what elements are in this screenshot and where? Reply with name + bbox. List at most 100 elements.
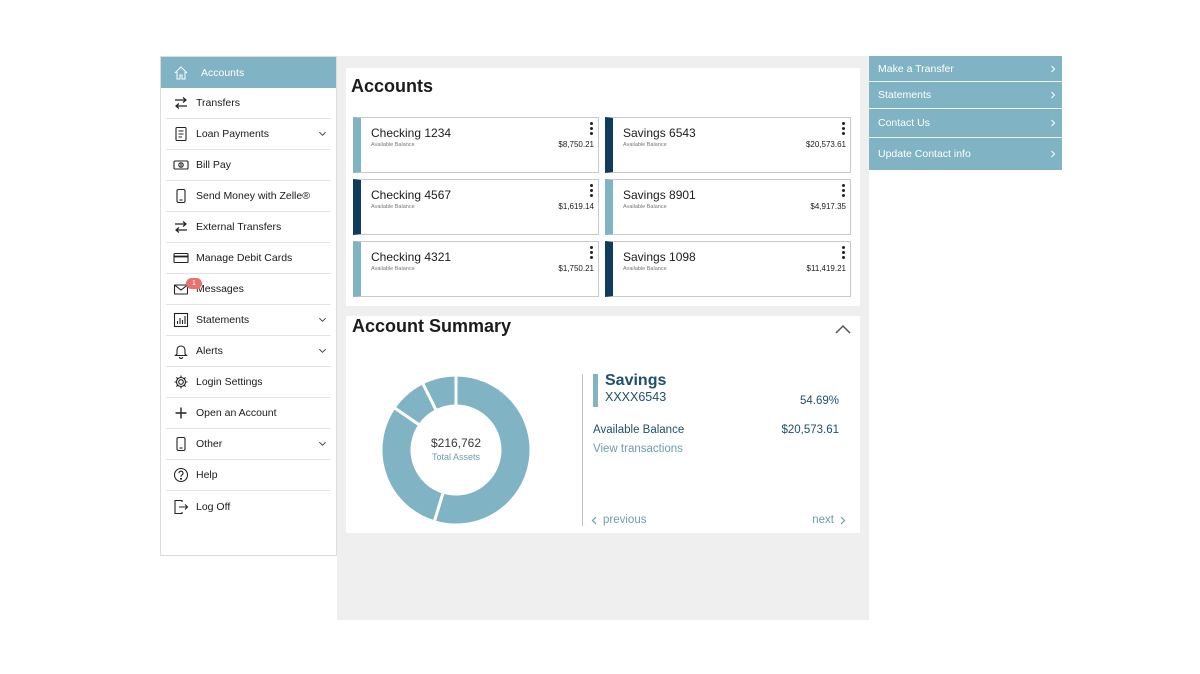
chevron-up-icon[interactable]	[834, 322, 852, 336]
sidebar-item-open-account[interactable]: Open an Account	[166, 398, 331, 429]
accounts-panel: Accounts Checking 1234 Available Balance…	[346, 68, 860, 306]
sidebar-item-alerts[interactable]: Alerts	[166, 336, 331, 367]
main-content: Accounts Checking 1234 Available Balance…	[337, 56, 869, 620]
account-name: Savings 8901	[623, 188, 696, 202]
selected-account-number: XXXX6543	[605, 390, 667, 404]
sidebar-item-log-off[interactable]: Log Off	[166, 491, 331, 522]
sidebar-item-accounts[interactable]: Accounts	[161, 57, 336, 88]
sidebar-item-other[interactable]: Other	[166, 429, 331, 460]
make-transfer-link[interactable]: Make a Transfer	[869, 56, 1062, 82]
envelope-icon	[166, 281, 196, 297]
account-card-savings-1098[interactable]: Savings 1098 Available Balance $11,419.2…	[605, 241, 851, 297]
question-icon	[166, 467, 196, 483]
quick-link-label: Statements	[878, 89, 932, 101]
account-card-checking-4321[interactable]: Checking 4321 Available Balance $1,750.2…	[353, 241, 599, 297]
sidebar-item-label: External Transfers	[196, 221, 282, 233]
sidebar-item-label: Login Settings	[196, 376, 263, 388]
chevron-right-icon	[1051, 150, 1056, 158]
account-name: Savings 6543	[623, 126, 696, 140]
assets-donut-chart	[379, 373, 533, 527]
chevron-down-icon[interactable]	[318, 439, 327, 448]
account-balance: $1,750.21	[558, 264, 594, 273]
sidebar-item-label: Bill Pay	[196, 159, 232, 171]
account-color-marker	[593, 374, 598, 407]
account-card-checking-1234[interactable]: Checking 1234 Available Balance $8,750.2…	[353, 117, 599, 173]
quick-link-label: Contact Us	[878, 117, 930, 129]
sidebar-item-label: Help	[196, 469, 218, 481]
sidebar-item-bill-pay[interactable]: Bill Pay	[166, 150, 331, 181]
sidebar-item-transfers[interactable]: Transfers	[166, 88, 331, 119]
document-icon	[166, 126, 196, 142]
phone-icon	[166, 188, 196, 204]
more-options-icon[interactable]	[840, 246, 846, 262]
next-button[interactable]: next	[812, 514, 846, 526]
account-card-checking-4567[interactable]: Checking 4567 Available Balance $1,619.1…	[353, 179, 599, 235]
donut-slice[interactable]	[379, 405, 446, 524]
home-icon	[161, 65, 201, 81]
more-options-icon[interactable]	[840, 184, 846, 200]
view-transactions-link[interactable]: View transactions	[593, 443, 683, 455]
total-assets-value: $216,762	[430, 436, 482, 450]
sidebar-item-statements[interactable]: Statements	[166, 305, 331, 336]
sidebar-item-send-money-zelle[interactable]: Send Money with Zelle®	[166, 181, 331, 212]
chevron-down-icon[interactable]	[318, 346, 327, 355]
unread-count-badge: 1	[186, 278, 202, 289]
bell-icon	[166, 343, 196, 359]
total-assets-label: Total Assets	[431, 452, 481, 462]
statements-link[interactable]: Statements	[869, 82, 1062, 109]
more-options-icon[interactable]	[588, 184, 594, 200]
credit-card-icon	[166, 250, 196, 266]
donut-slice[interactable]	[432, 373, 533, 527]
sidebar-nav: Accounts Transfers Loan Payments Bill Pa…	[160, 56, 337, 556]
account-name: Checking 4567	[371, 188, 452, 202]
account-name: Checking 4321	[371, 250, 452, 264]
chevron-down-icon[interactable]	[318, 315, 327, 324]
account-name: Savings 1098	[623, 250, 696, 264]
account-balance-label: Available Balance	[623, 266, 667, 272]
phone-icon	[166, 436, 196, 452]
account-balance-label: Available Balance	[371, 142, 415, 148]
next-label: next	[812, 514, 834, 526]
account-balance: $8,750.21	[558, 140, 594, 149]
chevron-right-icon	[1051, 65, 1056, 72]
more-options-icon[interactable]	[840, 122, 846, 138]
section-title: Account Summary	[352, 316, 512, 336]
sidebar-item-manage-debit-cards[interactable]: Manage Debit Cards	[166, 243, 331, 274]
account-name: Checking 1234	[371, 126, 452, 140]
account-balance-label: Available Balance	[623, 142, 667, 148]
sidebar-item-label: Accounts	[201, 66, 245, 79]
sidebar-item-loan-payments[interactable]: Loan Payments	[166, 119, 331, 150]
sidebar-item-login-settings[interactable]: Login Settings	[166, 367, 331, 398]
available-balance-value: $20,573.61	[781, 424, 839, 436]
available-balance-label: Available Balance	[593, 424, 685, 436]
sidebar-item-label: Other	[196, 438, 223, 450]
sidebar-item-help[interactable]: Help	[166, 460, 331, 491]
sidebar-item-label: Send Money with Zelle®	[196, 190, 310, 202]
sidebar-item-messages[interactable]: 1 Messages	[166, 274, 331, 305]
selected-account-name: Savings	[605, 372, 667, 389]
more-options-icon[interactable]	[588, 246, 594, 262]
sidebar-item-label: Log Off	[196, 500, 231, 513]
chevron-right-icon	[1051, 119, 1056, 127]
update-contact-info-link[interactable]: Update Contact info	[869, 138, 1062, 170]
account-balance-label: Available Balance	[371, 204, 415, 210]
selected-account-percent: 54.69%	[799, 395, 839, 407]
previous-button[interactable]: previous	[591, 514, 646, 526]
chevron-down-icon[interactable]	[318, 129, 327, 138]
contact-us-link[interactable]: Contact Us	[869, 109, 1062, 138]
transfer-arrows-icon	[166, 95, 196, 111]
account-balance-label: Available Balance	[371, 266, 415, 272]
divider	[582, 374, 583, 526]
account-balance: $11,419.21	[806, 264, 846, 273]
logout-icon	[166, 499, 196, 515]
account-card-savings-6543[interactable]: Savings 6543 Available Balance $20,573.6…	[605, 117, 851, 173]
account-balance-label: Available Balance	[623, 204, 667, 210]
gear-icon	[166, 374, 196, 390]
account-card-savings-8901[interactable]: Savings 8901 Available Balance $4,917.35	[605, 179, 851, 235]
more-options-icon[interactable]	[588, 122, 594, 138]
sidebar-item-external-transfers[interactable]: External Transfers	[166, 212, 331, 243]
donut-slice[interactable]	[420, 373, 458, 413]
quick-link-label: Update Contact info	[878, 148, 971, 160]
account-balance: $20,573.61	[805, 140, 846, 149]
dollar-bill-icon	[166, 157, 196, 173]
